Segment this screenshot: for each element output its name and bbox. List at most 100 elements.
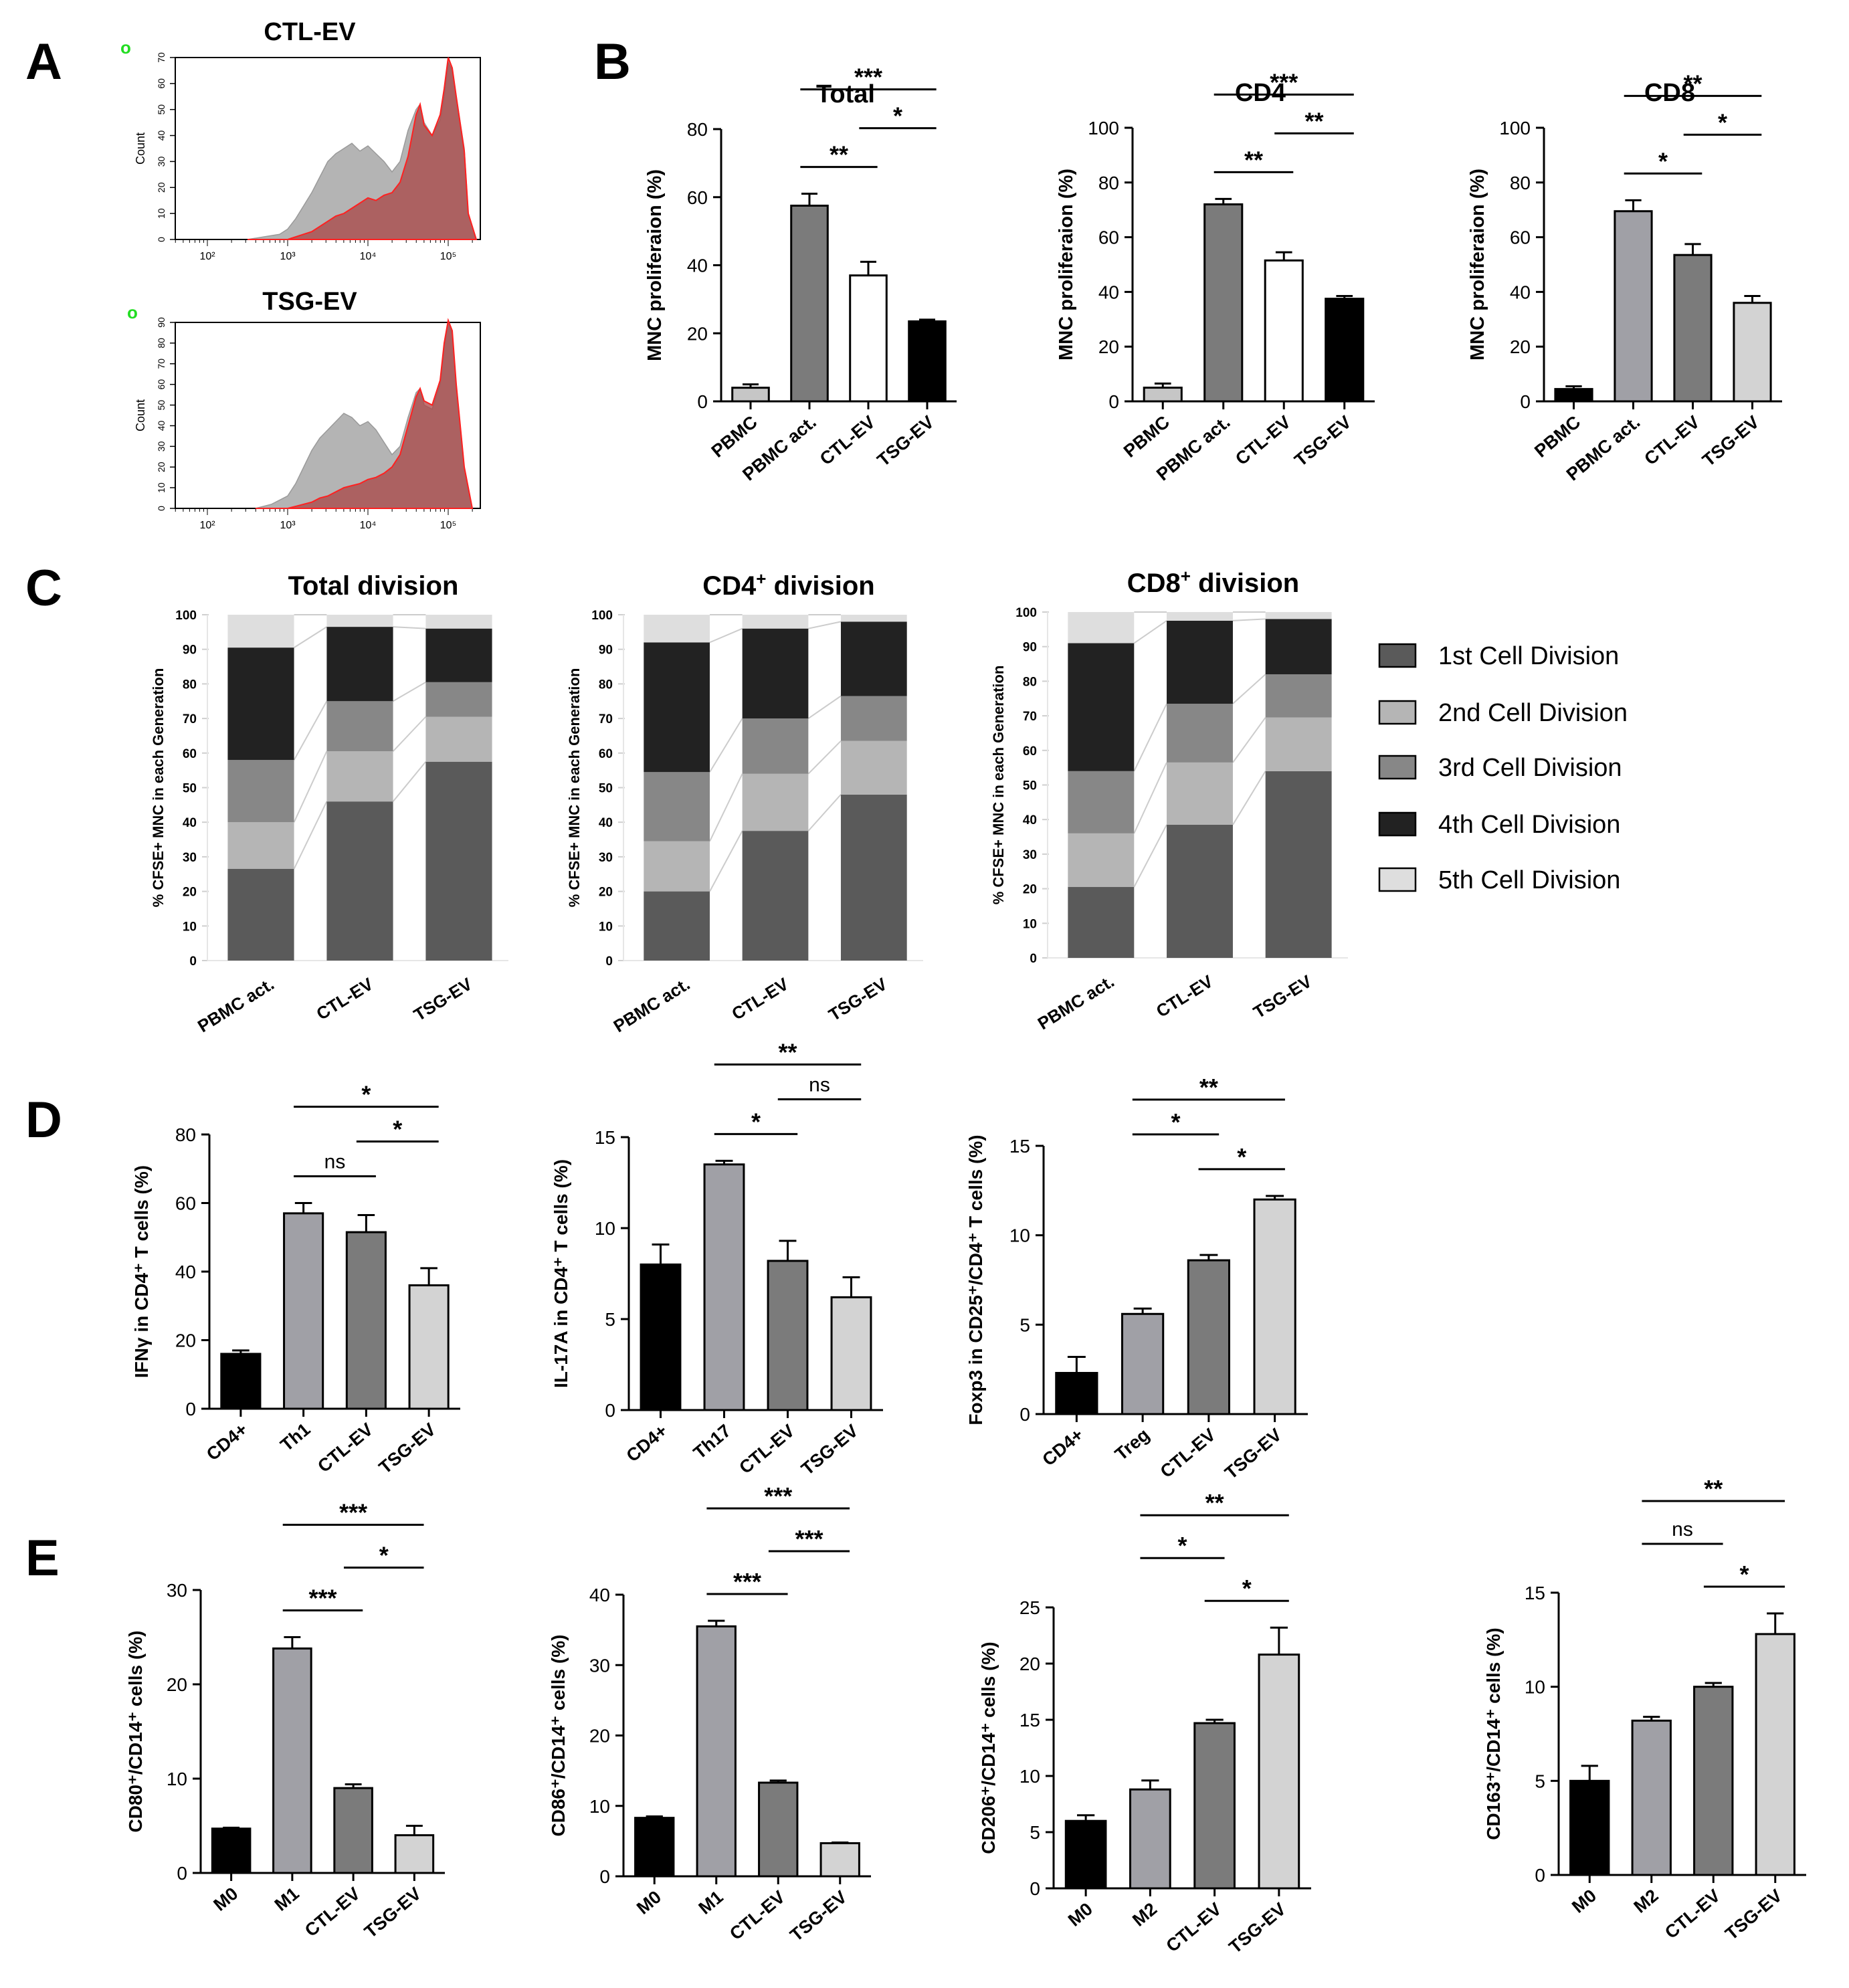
x-tick-label-0: PBMC [708,412,761,462]
y-tick-label: 40 [1510,282,1531,302]
hist-xtick-label: 10⁴ [360,251,377,262]
x-tick-label-1: Th1 [276,1419,314,1456]
y-tick-label: 90 [599,643,613,658]
hist-xtick-label: 10³ [280,520,296,531]
y-tick-label: 20 [1098,336,1119,357]
hist-xtick-label: 10³ [280,251,296,262]
significance-label: ns [324,1151,346,1173]
x-tick-label-3: TSG-EV [874,412,938,471]
y-tick-label: 100 [175,609,197,623]
x-tick-label-1: Th17 [690,1421,735,1463]
stack-segment-0-1 [644,841,710,892]
significance-label: * [893,102,902,130]
hist-xtick-label: 10⁵ [440,251,456,262]
stack-segment-0-1 [227,822,294,869]
x-tick-label-1: M2 [1630,1886,1662,1917]
bar-1 [703,1163,745,1411]
y-tick-label: 70 [599,712,613,726]
y-tick-label: 80 [1510,173,1531,193]
bar-1 [1203,203,1244,403]
panel-C-plot-0: Total division 0 10 20 30 40 50 60 70 80 90 100 % CF… [150,571,508,1036]
significance-label: * [393,1116,402,1143]
bar-3 [908,320,947,403]
stack-segment-0-0 [644,891,710,961]
y-tick-label: 20 [687,323,708,344]
significance-label: * [1171,1108,1180,1136]
connector-line [392,716,427,752]
x-tick-label-3: TSG-EV [1221,1425,1285,1484]
significance-label: * [1177,1532,1187,1559]
legend-label-0: 1st Cell Division [1438,642,1619,670]
stack-segment-2-4 [1265,612,1332,619]
bar-2 [1193,1722,1236,1890]
significance-label: ** [778,1038,797,1066]
connector-line [709,830,743,892]
plot-title: Total [816,80,875,108]
stack-segment-1-3 [326,627,393,702]
y-tick-label: 50 [183,782,197,796]
y-axis-label: IL-17A in CD4⁺ T cells (%) [551,1159,571,1388]
title-text: Total division [288,571,459,601]
hist-ytick-label: 0 [156,237,167,242]
bar-3 [830,1296,872,1411]
x-tick-label-1: Treg [1111,1425,1153,1465]
x-tick-label-2: CTL-EV [816,412,879,470]
y-axis-label: % CFSE+ MNC in each Generation [566,668,583,908]
hist-title: TSG-EV [262,288,357,316]
y-tick-label: 40 [1023,813,1037,827]
histogram-1: TSG-EV o 0 10 20 30 40 50 60 70 80 90 Count 10² 10³ 10⁴… [127,288,481,531]
y-tick-label: 10 [183,920,197,934]
bar-1 [1121,1312,1165,1415]
y-axis-label: MNC proliferaion (%) [1056,169,1077,361]
stack-segment-2-0 [1265,771,1332,958]
y-tick-label: 10 [1023,917,1037,931]
x-tick-label-2: CTL-EV [301,1884,364,1941]
plot-title: CD8+ division [1127,566,1299,598]
x-tick-label-0: CD4+ [1038,1425,1087,1470]
x-tick-label-0: CD4+ [623,1421,672,1466]
x-tick-label-1: M2 [1129,1899,1161,1930]
significance-label: * [1242,1575,1252,1602]
legend-label-4: 5th Cell Division [1438,866,1620,894]
legend-swatch-1 [1378,700,1417,725]
x-tick-label-2: CTL-EV [735,1421,798,1478]
bar-3 [1325,298,1365,403]
y-tick-label: 80 [687,119,708,140]
panel-D-plot-1: 0 5 10 15 IL-17A in CD4⁺ T cells (%) CD4+ Th17… [551,1038,883,1479]
stack-segment-0-3 [1068,643,1135,771]
bar-2 [1673,254,1713,403]
hist-ytick-label: 40 [156,130,167,141]
y-axis-label: CD80⁺/CD14⁺ cells (%) [125,1631,146,1833]
stack-segment-1-1 [1167,762,1233,825]
connector-line [709,773,743,842]
significance-label: *** [795,1525,823,1553]
x-tick-label-0: PBMC act. [610,974,694,1037]
y-tick-label: 40 [589,1585,610,1605]
x-tick-label-0: M0 [209,1884,241,1915]
stack-segment-2-2 [1265,674,1332,718]
y-axis-label: MNC proliferaion (%) [1467,169,1488,361]
bar-1 [1614,210,1653,403]
x-tick-label-0: PBMC act. [1034,971,1118,1034]
connector-line [1133,703,1167,772]
y-tick-label: 40 [183,816,197,830]
bar-1 [790,204,829,403]
y-tick-label: 60 [175,1193,196,1214]
stack-segment-1-3 [1167,620,1233,704]
stack-segment-1-3 [742,628,809,719]
y-tick-label: 80 [1023,675,1037,689]
bar-2 [1264,259,1304,403]
hist-ylabel: Count [134,399,147,431]
connector-line [1232,674,1266,704]
x-tick-label-2: CTL-EV [314,1419,377,1477]
stack-segment-2-2 [840,696,907,741]
hist-ytick-label: 60 [156,78,167,89]
x-tick-label-0: M0 [633,1887,665,1918]
y-tick-label: 0 [177,1863,187,1884]
y-tick-label: 20 [167,1674,187,1695]
x-tick-label-3: TSG-EV [361,1884,425,1943]
connector-line [1232,618,1266,621]
y-tick-label: 0 [1108,391,1119,412]
